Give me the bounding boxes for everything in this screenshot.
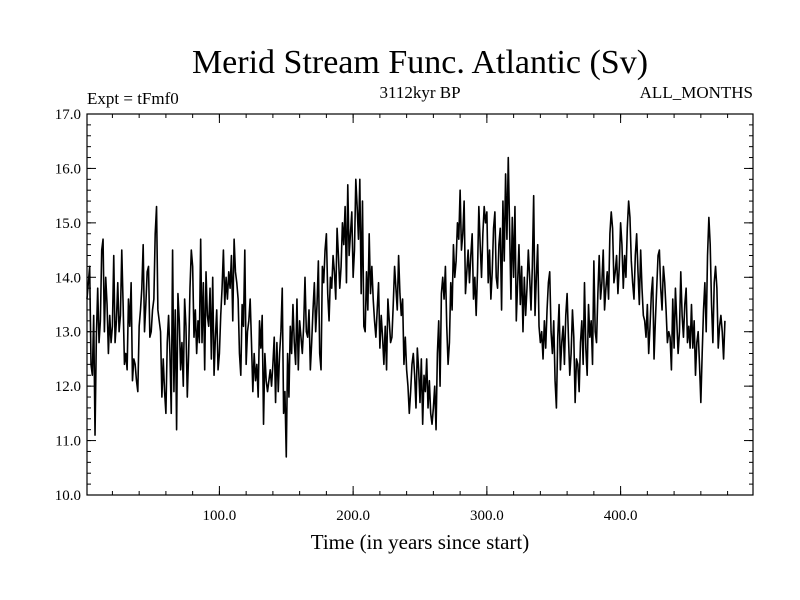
x-axis-label: Time (in years since start): [311, 530, 530, 554]
y-tick-label: 15.0: [55, 216, 81, 232]
y-tick-label: 12.0: [55, 379, 81, 395]
y-tick-label: 16.0: [55, 161, 81, 177]
y-tick-label: 14.0: [55, 270, 81, 286]
chart-title: Merid Stream Func. Atlantic (Sv): [192, 44, 648, 81]
plot-frame: [86, 113, 754, 496]
y-axis: 10.0 11.0 12.0 13.0 14.0 15.0 16.0 17.0: [55, 107, 753, 504]
x-tick-label: 200.0: [336, 508, 370, 524]
series-line: [86, 156, 726, 458]
y-tick-label: 13.0: [55, 325, 81, 341]
months-label: ALL_MONTHS: [640, 83, 753, 102]
time-period-label: 3112kyr BP: [379, 83, 460, 102]
x-axis: 100.0 200.0 300.0 400.0: [111, 114, 729, 524]
y-tick-label: 11.0: [55, 434, 81, 450]
x-tick-label: 300.0: [470, 508, 504, 524]
y-tick-label: 17.0: [55, 107, 81, 123]
x-tick-label: 400.0: [604, 508, 638, 524]
y-tick-label: 10.0: [55, 488, 81, 504]
x-tick-label: 100.0: [203, 508, 237, 524]
experiment-label: Expt = tFmf0: [87, 89, 179, 108]
